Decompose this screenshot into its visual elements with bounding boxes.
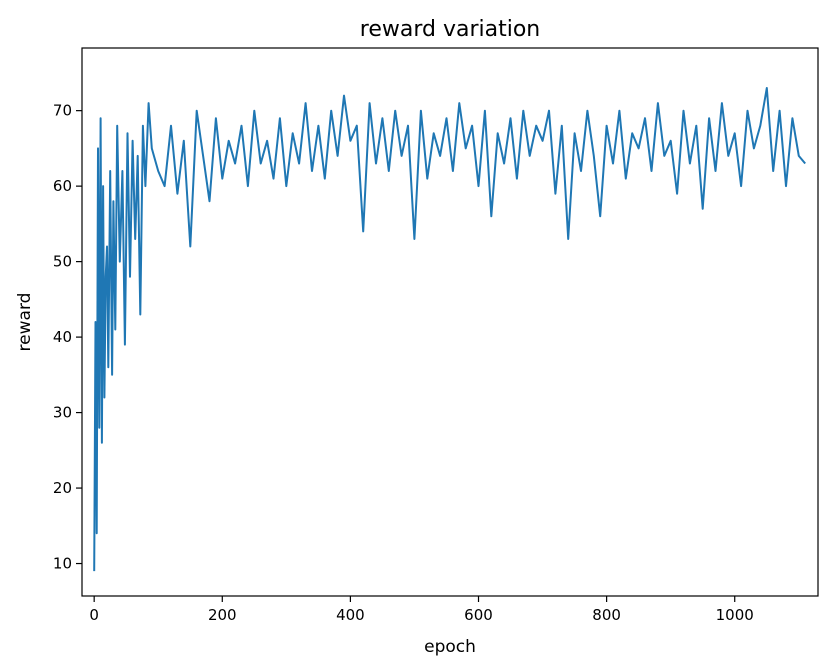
y-tick-label: 60 [53,177,72,195]
x-axis-label: epoch [424,637,476,657]
reward-series-line [93,87,806,572]
y-tick-label: 40 [53,328,72,346]
series-layer [93,87,806,572]
y-axis-label: reward [15,293,35,352]
y-tick-label: 50 [53,253,72,271]
x-tick-label: 400 [336,606,365,624]
y-tick-label: 30 [53,404,72,422]
x-tick-label: 800 [592,606,621,624]
y-tick-label: 70 [53,102,72,120]
chart-title: reward variation [360,17,540,42]
y-tick-label: 10 [53,555,72,573]
x-tick-label: 600 [464,606,493,624]
y-axis-ticks: 10 20 30 40 50 60 70 [53,102,82,573]
y-tick-label: 20 [53,479,72,497]
x-tick-label: 0 [89,606,99,624]
plot-area-frame [81,47,819,597]
x-tick-label: 1000 [716,606,754,624]
x-axis-ticks: 0 200 400 600 800 1000 [89,596,754,624]
x-tick-label: 200 [208,606,237,624]
